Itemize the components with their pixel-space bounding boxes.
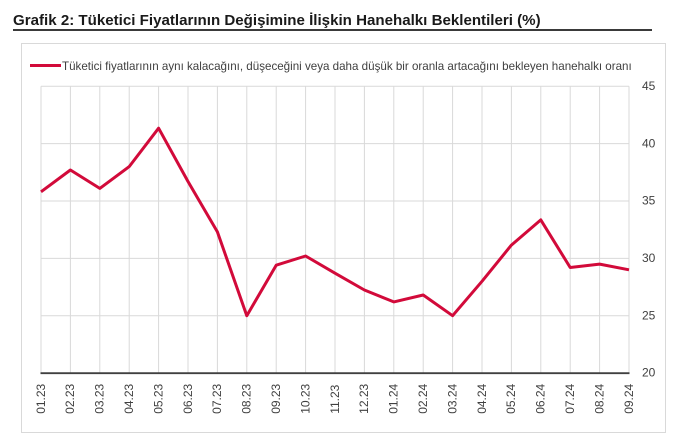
svg-text:08.24: 08.24 [592,383,606,413]
svg-text:12.23: 12.23 [357,383,371,413]
svg-text:05.23: 05.23 [151,383,165,413]
svg-text:02.23: 02.23 [63,383,77,413]
svg-text:01.24: 01.24 [387,383,401,413]
svg-text:11.23: 11.23 [328,384,342,413]
svg-text:09.23: 09.23 [269,383,283,413]
svg-text:07.23: 07.23 [210,383,224,413]
svg-text:05.24: 05.24 [504,383,518,413]
svg-text:30: 30 [642,251,656,265]
svg-text:07.24: 07.24 [563,383,577,413]
svg-text:04.23: 04.23 [122,383,136,413]
svg-text:20: 20 [642,366,656,380]
svg-text:06.23: 06.23 [181,383,195,413]
svg-text:10.23: 10.23 [298,383,312,413]
svg-text:02.24: 02.24 [416,383,430,413]
svg-text:04.24: 04.24 [475,383,489,413]
svg-text:08.23: 08.23 [240,383,254,413]
svg-text:03.23: 03.23 [93,383,107,413]
svg-text:06.24: 06.24 [534,383,548,413]
svg-text:25: 25 [642,308,656,322]
svg-text:40: 40 [642,136,656,150]
svg-text:09.24: 09.24 [622,383,636,413]
svg-text:01.23: 01.23 [34,383,48,413]
svg-text:35: 35 [642,194,656,208]
svg-text:03.24: 03.24 [445,383,459,413]
svg-text:45: 45 [642,79,656,93]
